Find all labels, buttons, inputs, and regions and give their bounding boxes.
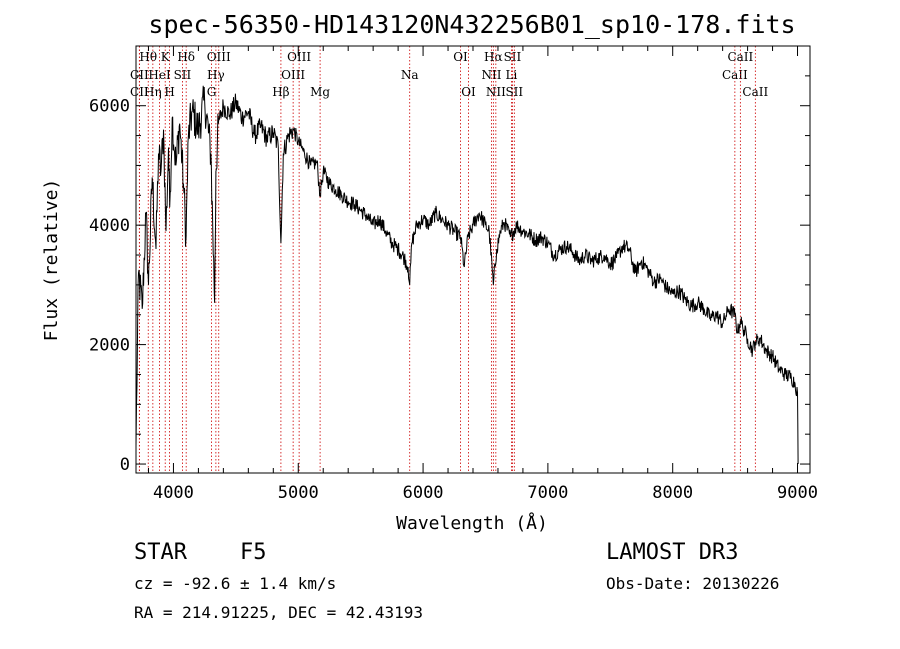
line-marker-label: OI <box>461 85 476 99</box>
x-tick-label: 8000 <box>652 483 693 503</box>
line-marker-label: NII <box>486 85 506 99</box>
coordinates: RA = 214.91225, DEC = 42.43193 <box>134 603 423 622</box>
line-marker-label: Na <box>401 68 419 82</box>
line-marker-label: HeI <box>148 68 171 82</box>
line-marker-label: SII <box>174 68 192 82</box>
y-axis-label: Flux (relative) <box>41 179 62 342</box>
x-axis-label: Wavelength (Å) <box>396 512 548 534</box>
line-marker-label: OIII <box>287 50 311 64</box>
y-tick-label: 6000 <box>89 97 130 117</box>
line-marker-label: Hη <box>144 85 162 99</box>
line-marker-label: Hγ <box>207 68 225 82</box>
line-marker-label: Hα <box>484 50 503 64</box>
x-tick-label: 7000 <box>527 483 568 503</box>
line-marker-label: CaII <box>722 68 748 82</box>
line-marker-label: K <box>161 50 171 64</box>
line-marker-label: CII <box>130 68 149 82</box>
x-tick-label: 4000 <box>153 483 194 503</box>
spectrum-line <box>135 85 799 465</box>
subclass: F5 <box>240 540 267 565</box>
x-tick-label: 9000 <box>777 483 818 503</box>
line-marker-label: Mg <box>310 85 330 99</box>
line-marker-label: Li <box>506 68 518 82</box>
line-marker-label: OIII <box>281 68 305 82</box>
line-marker-label: H <box>164 85 174 99</box>
line-marker-label: SII <box>505 85 523 99</box>
line-marker-label: Hδ <box>177 50 195 64</box>
y-tick-label: 4000 <box>89 216 130 236</box>
redshift-info: cz = -92.6 ± 1.4 km/s <box>134 574 337 593</box>
x-tick-label: 5000 <box>278 483 319 503</box>
plot-frame <box>135 45 811 474</box>
line-marker-label: OI <box>453 50 468 64</box>
survey-name: LAMOST DR3 <box>606 540 739 565</box>
line-marker-label: CaII <box>742 85 768 99</box>
line-marker-label: NII <box>481 68 501 82</box>
line-marker-label: CaII <box>727 50 753 64</box>
line-marker-label: Hθ <box>139 50 157 64</box>
line-marker-label: Hβ <box>272 85 289 99</box>
x-tick-label: 6000 <box>403 483 444 503</box>
chart-title: spec-56350-HD143120N432256B01_sp10-178.f… <box>148 10 795 39</box>
object-class: STAR <box>134 540 187 565</box>
line-marker-label: G <box>207 85 217 99</box>
line-marker-label: OIII <box>207 50 231 64</box>
line-marker-label: SII <box>504 50 522 64</box>
y-tick-label: 0 <box>120 455 130 475</box>
y-tick-label: 2000 <box>89 336 130 356</box>
obs-date: Obs-Date: 20130226 <box>606 574 780 593</box>
